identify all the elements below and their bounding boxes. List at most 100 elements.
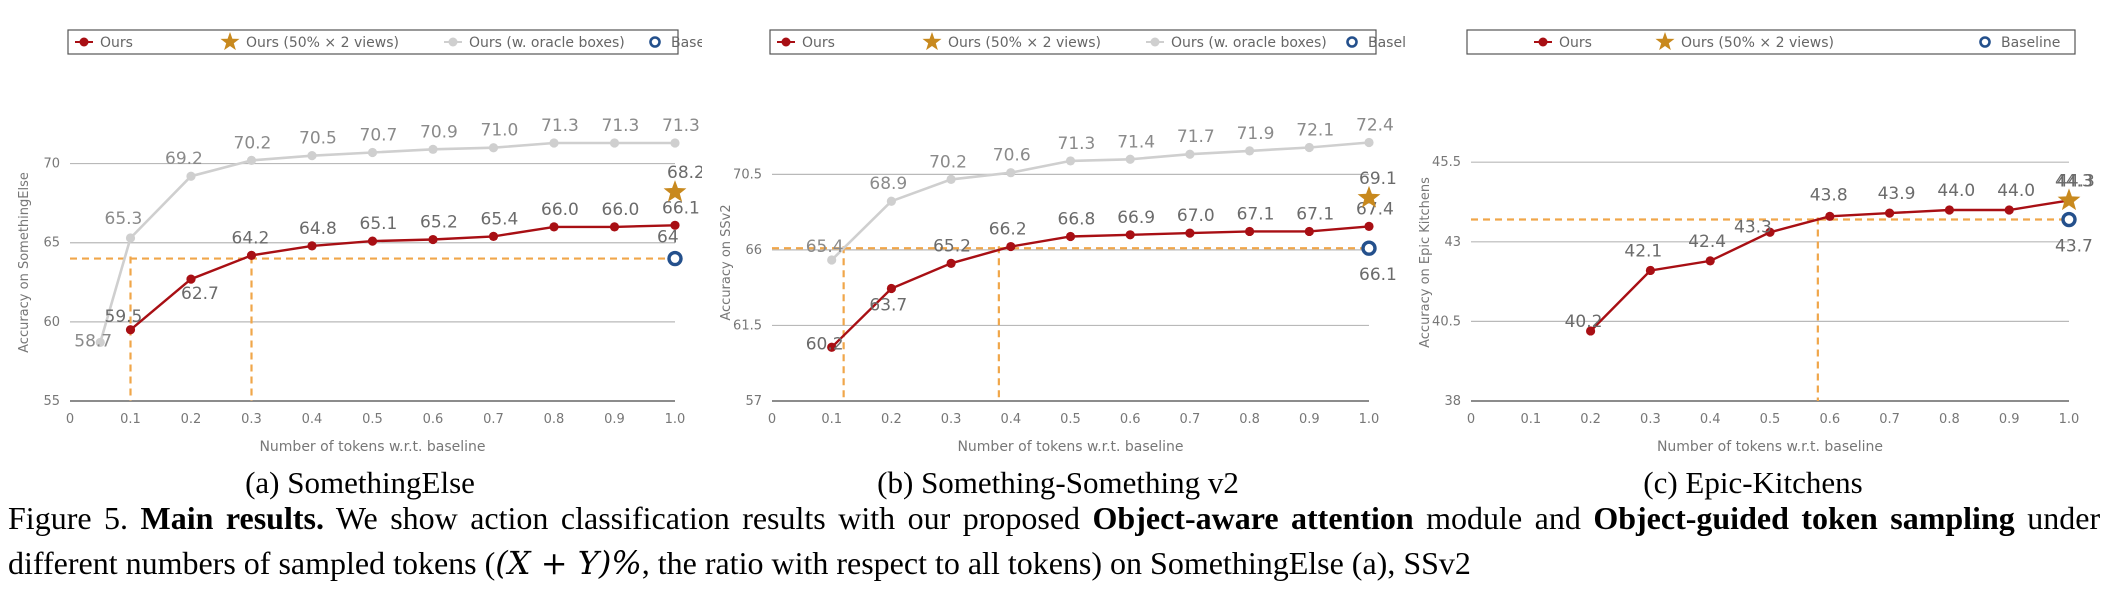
- data-label: 43.9: [1878, 184, 1916, 204]
- baseline-label: 64: [657, 228, 679, 248]
- data-point: [367, 147, 378, 158]
- legend-entry: Ours (50% × 2 views): [948, 35, 1101, 51]
- caption-bold-2: Object-guided token sampling: [1593, 500, 2015, 536]
- legend-marker: [1538, 37, 1548, 47]
- data-label: 66.9: [1117, 208, 1155, 228]
- data-point: [1586, 326, 1596, 336]
- legend-entry: Ours (w. oracle boxes): [1171, 35, 1327, 51]
- y-tick-label: 60: [43, 315, 60, 330]
- data-point: [827, 342, 837, 352]
- x-tick-label: 0.1: [821, 412, 842, 427]
- y-tick-label: 40.5: [1432, 314, 1461, 329]
- star-label: 69.1: [1359, 169, 1397, 189]
- x-tick-label: 0.4: [1000, 412, 1021, 427]
- y-tick-label: 70: [43, 157, 60, 172]
- data-point: [1065, 156, 1076, 166]
- data-label: 70.6: [993, 146, 1031, 166]
- star-label: 68.2: [667, 163, 702, 183]
- subcaption-a: (a) SomethingElse: [245, 465, 475, 500]
- legend-marker: [79, 37, 89, 47]
- data-point: [1185, 228, 1195, 238]
- y-axis-title: Accuracy on SSv2: [719, 204, 734, 320]
- data-label: 64.2: [232, 228, 270, 248]
- data-point: [246, 155, 257, 166]
- data-label: 70.2: [234, 133, 272, 153]
- chart-svg: 57 61.5 66 70.5 0 0.1 0.2 0.3 0.4 0.5 0.6 0.7 0.8 0.9…: [719, 29, 1405, 455]
- data-label: 59.5: [105, 307, 143, 327]
- x-tick-label: 0.1: [120, 412, 141, 427]
- legend-marker: [781, 37, 791, 47]
- data-label: 40.2: [1565, 312, 1603, 332]
- data-label: 60.2: [806, 334, 844, 354]
- data-point: [549, 222, 559, 232]
- data-point: [186, 171, 196, 181]
- y-tick-label: 65: [43, 236, 60, 251]
- data-label: 71.0: [481, 121, 519, 141]
- caption-figure-label: Figure 5.: [8, 500, 129, 536]
- data-label: 66.0: [541, 200, 579, 220]
- y-tick-label: 43: [1444, 235, 1461, 250]
- data-point: [307, 151, 317, 161]
- data-point: [1125, 154, 1135, 164]
- series-line: [830, 225, 1370, 349]
- x-tick-label: 0: [1467, 412, 1475, 427]
- legend-entry: Ours: [802, 35, 835, 51]
- data-label: 66.2: [989, 220, 1027, 240]
- data-point: [186, 274, 196, 284]
- data-label: 72.4: [1356, 115, 1394, 135]
- x-tick-label: 0.8: [1939, 412, 1960, 427]
- data-label: 65.4: [481, 209, 519, 229]
- data-label: 70.7: [360, 125, 398, 145]
- data-label: 70.9: [420, 122, 458, 142]
- data-point: [125, 325, 136, 335]
- chart-panel-epic-kitchens: 38 40.5 43 45.5 0 0.1 0.2 0.3 0.4 0.5 0.6 0.7 0.8 0.9…: [1405, 0, 2108, 470]
- y-tick-label: 45.5: [1432, 155, 1461, 170]
- caption-text-2: module and: [1426, 500, 1581, 536]
- data-point: [946, 174, 956, 184]
- star-label: 44.3: [2055, 171, 2093, 191]
- data-point: [1364, 221, 1374, 232]
- chart-svg: 55 60 65 70 0 0.1 0.2 0.3 0.4 0.5 0.6 0.7 0.8 0.9 1.0 N…: [17, 29, 702, 455]
- x-tick-label: 0.7: [1180, 412, 1201, 427]
- data-point: [307, 241, 317, 251]
- data-point: [2004, 205, 2014, 215]
- legend-entry: Ours: [1559, 35, 1592, 51]
- x-tick-label: 0.6: [1819, 412, 1840, 427]
- x-tick-label: 0.5: [362, 412, 383, 427]
- legend-entry: Baseline: [1368, 35, 1405, 51]
- data-label: 71.7: [1177, 127, 1215, 147]
- data-label: 70.5: [299, 129, 337, 149]
- data-point: [1885, 208, 1895, 218]
- legend-entry: Ours (50% × 2 views): [1681, 35, 1834, 51]
- data-point: [246, 250, 257, 260]
- y-tick-label: 66: [745, 243, 762, 258]
- x-tick-label: 0.9: [1999, 412, 2020, 427]
- data-point: [609, 138, 620, 148]
- y-axis-title: Accuracy on Epic Kitchens: [1418, 177, 1433, 348]
- data-point: [670, 220, 680, 230]
- baseline-label: 43.7: [2055, 237, 2093, 257]
- x-tick-label: 0.3: [1640, 412, 1661, 427]
- data-label: 44.3: [2057, 171, 2095, 191]
- data-label: 71.4: [1117, 132, 1155, 152]
- data-point: [428, 234, 438, 245]
- x-tick-label: 0.8: [1239, 412, 1260, 427]
- caption-math: (X + Y)%: [495, 544, 642, 582]
- data-label: 66.1: [662, 198, 700, 218]
- data-point: [1944, 205, 1954, 215]
- data-label: 44.0: [1937, 181, 1975, 201]
- series-line: [129, 224, 676, 331]
- data-label: 68.9: [869, 174, 907, 194]
- legend-box: [1466, 29, 2076, 55]
- y-axis-title: Accuracy on SomethingElse: [17, 172, 32, 353]
- data-label: 43.3: [1734, 217, 1772, 237]
- data-point: [886, 196, 896, 206]
- caption-text-3: under different numbers of sampled token…: [8, 500, 2101, 581]
- data-point: [367, 236, 378, 246]
- data-point: [1125, 230, 1135, 240]
- caption-text-4: , the ratio with respect to all tokens) …: [641, 545, 1471, 581]
- data-label: 71.3: [1058, 134, 1096, 154]
- data-label: 67.4: [1356, 199, 1394, 219]
- data-point: [1245, 226, 1255, 237]
- y-tick-label: 61.5: [733, 318, 762, 333]
